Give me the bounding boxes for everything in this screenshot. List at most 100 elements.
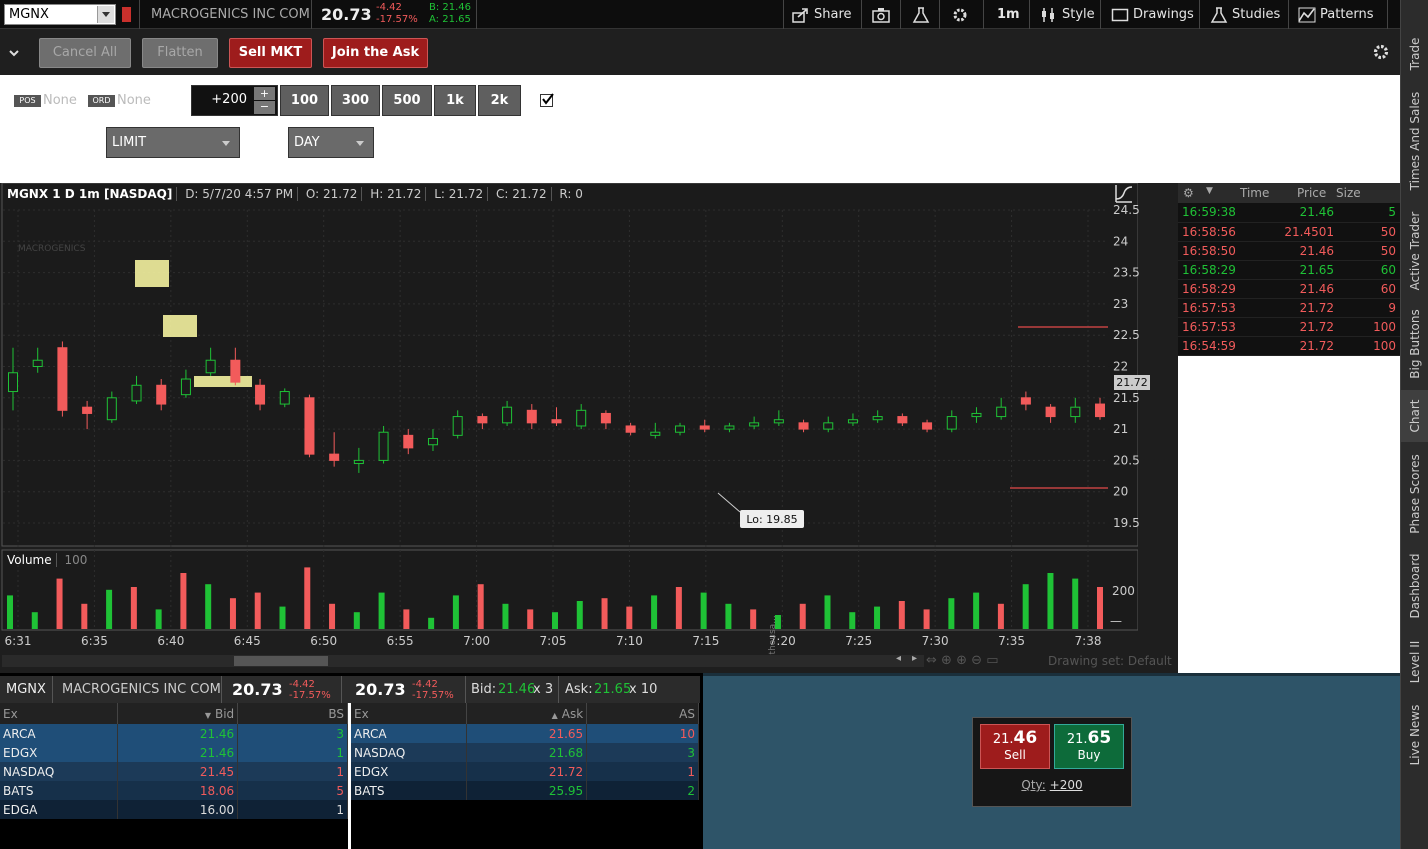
candle[interactable]	[403, 429, 414, 455]
candle[interactable]	[8, 347, 18, 411]
tab-dashboard[interactable]: Dashboard	[1408, 553, 1422, 619]
candle[interactable]	[304, 394, 315, 458]
candle[interactable]	[576, 404, 587, 430]
join-the-ask-button[interactable]: Join the Ask	[323, 38, 428, 68]
chart-scrollbar[interactable]: ◂ ▸	[2, 653, 924, 667]
bid-size-header[interactable]: BS	[237, 703, 348, 724]
candle[interactable]	[32, 347, 43, 373]
ask-ex-header[interactable]: Ex	[351, 703, 468, 724]
big-sell-button[interactable]: 21.46 Sell	[980, 724, 1050, 769]
candle[interactable]	[353, 447, 364, 473]
book-row[interactable]: BATS 18.06 5	[0, 781, 348, 800]
big-buy-button[interactable]: 21.65 Buy	[1054, 724, 1124, 769]
tab-big-buttons[interactable]: Big Buttons	[1408, 309, 1422, 379]
candle[interactable]	[477, 413, 488, 430]
candle[interactable]	[675, 422, 686, 436]
link-group-flag-icon[interactable]	[122, 7, 131, 22]
qty-button-2k[interactable]: 2k	[478, 85, 521, 116]
ask-price-header[interactable]: ▲ Ask	[466, 703, 588, 724]
drawing-set-label[interactable]: Drawing set: Default	[1048, 654, 1172, 668]
price-column-header[interactable]: Price	[1297, 186, 1327, 200]
increment-button[interactable]: +	[254, 87, 275, 100]
candle[interactable]	[1095, 397, 1105, 420]
tab-live-news[interactable]: Live News	[1408, 704, 1422, 765]
candle[interactable]	[329, 432, 340, 467]
candle[interactable]	[180, 369, 191, 398]
book-row[interactable]: EDGA 16.00 1	[0, 800, 348, 819]
decrement-button[interactable]: −	[254, 101, 275, 114]
candle[interactable]	[131, 375, 142, 405]
drawings-button[interactable]: Drawings	[1111, 0, 1194, 29]
chart-panel[interactable]: 24.5 24 23.5 23 22.5 22 21.5 21 20.5 20 19.5 6:31 6…	[0, 183, 1178, 673]
style-button[interactable]: Style	[1040, 0, 1095, 29]
book-row[interactable]: ARCA 21.46 3	[0, 724, 348, 743]
checkbox[interactable]	[540, 93, 554, 107]
settings-button[interactable]	[951, 0, 973, 29]
candle[interactable]	[502, 400, 513, 426]
qty-button-1k[interactable]: 1k	[434, 85, 476, 116]
candle[interactable]	[847, 413, 858, 426]
candle[interactable]	[798, 419, 809, 433]
tab-level-ii[interactable]: Level II	[1408, 640, 1422, 684]
candle[interactable]	[1020, 391, 1031, 411]
book-row[interactable]: EDGX 21.46 1	[0, 743, 348, 762]
candle[interactable]	[724, 422, 735, 433]
candle[interactable]	[922, 419, 933, 433]
interval-selector[interactable]: 1m	[997, 7, 1020, 22]
flask-button[interactable]	[912, 0, 934, 29]
tab-chart[interactable]: Chart	[1401, 390, 1428, 442]
gear-icon[interactable]: ⚙	[1183, 186, 1194, 200]
share-button[interactable]: Share	[792, 0, 852, 29]
candle[interactable]	[255, 379, 266, 411]
symbol-selector[interactable]: MGNX	[4, 4, 116, 25]
candle[interactable]	[1070, 397, 1081, 423]
quantity-stepper[interactable]: +200 + −	[191, 85, 278, 116]
cancel-all-button[interactable]: Cancel All	[39, 38, 131, 68]
book-row[interactable]: EDGX 21.72 1	[351, 762, 699, 781]
candle[interactable]	[230, 347, 241, 386]
candle[interactable]	[1045, 404, 1056, 423]
sell-mkt-button[interactable]: Sell MKT	[229, 38, 312, 68]
price-chart[interactable]: 24.5 24 23.5 23 22.5 22 21.5 21 20.5 20 19.5 6:31 6…	[0, 183, 1178, 673]
screenshot-button[interactable]	[872, 0, 894, 29]
tab-trade[interactable]: Trade	[1408, 37, 1422, 71]
candle[interactable]	[971, 407, 982, 423]
tab-phase-scores[interactable]: Phase Scores	[1408, 453, 1422, 534]
book-row[interactable]: NASDAQ 21.45 1	[0, 762, 348, 781]
book-row[interactable]: ARCA 21.65 10	[351, 724, 699, 743]
bid-price-header[interactable]: ▼ Bid	[117, 703, 239, 724]
zoom-out-icon[interactable]: ⊖	[971, 653, 983, 668]
scroll-right-icon[interactable]: ▸	[912, 653, 918, 664]
tab-active-trader[interactable]: Active Trader	[1408, 211, 1422, 290]
candle[interactable]	[156, 379, 167, 411]
autoscale-icon[interactable]	[1114, 184, 1134, 204]
candle[interactable]	[773, 410, 784, 426]
candle[interactable]	[452, 410, 463, 439]
candle[interactable]	[82, 400, 93, 430]
qty-button-100[interactable]: 100	[280, 85, 329, 116]
book-row[interactable]: NASDAQ 21.68 3	[351, 743, 699, 762]
candle[interactable]	[946, 410, 957, 433]
qty-button-300[interactable]: 300	[331, 85, 380, 116]
candle[interactable]	[749, 416, 760, 430]
candle[interactable]	[279, 388, 290, 408]
collapse-chevron-icon[interactable]	[9, 47, 19, 57]
scroll-left-icon[interactable]: ◂	[896, 653, 902, 664]
candle[interactable]	[526, 404, 537, 430]
candle[interactable]	[996, 397, 1007, 420]
big-qty[interactable]: Qty: +200	[1021, 778, 1083, 792]
tab-times-and-sales[interactable]: Times And Sales	[1408, 91, 1422, 191]
candle[interactable]	[650, 422, 661, 439]
chevron-down-icon[interactable]: ▼	[1206, 186, 1213, 196]
order-type-select[interactable]: LIMIT	[106, 127, 240, 158]
size-column-header[interactable]: Size	[1336, 186, 1361, 200]
studies-button[interactable]: Studies	[1210, 0, 1280, 29]
bid-ex-header[interactable]: Ex	[0, 703, 119, 724]
candle[interactable]	[897, 413, 908, 426]
l2-symbol[interactable]: MGNX	[3, 676, 53, 703]
book-row[interactable]: BATS 25.95 2	[351, 781, 699, 800]
candle[interactable]	[57, 341, 68, 417]
zoom-in-icon[interactable]: ⊕	[956, 653, 967, 668]
candle[interactable]	[699, 419, 710, 433]
candle[interactable]	[427, 429, 438, 452]
